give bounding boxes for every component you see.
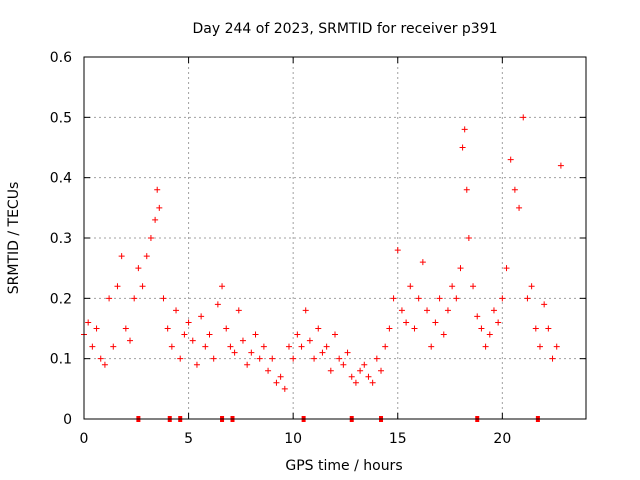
y-tick-label: 0 <box>63 412 72 428</box>
y-tick-label: 0.5 <box>50 110 72 126</box>
y-tick-label: 0.1 <box>50 352 72 368</box>
chart-background <box>0 0 640 480</box>
chart-title: Day 244 of 2023, SRMTID for receiver p39… <box>192 21 497 37</box>
srmtid-chart: Day 244 of 2023, SRMTID for receiver p39… <box>0 0 640 480</box>
y-tick-label: 0.3 <box>50 231 72 247</box>
y-tick-label: 0.2 <box>50 291 72 307</box>
x-tick-label: 5 <box>184 431 193 447</box>
y-tick-label: 0.6 <box>50 50 72 66</box>
x-tick-label: 15 <box>389 431 407 447</box>
x-tick-label: 20 <box>493 431 511 447</box>
x-tick-label: 0 <box>80 431 89 447</box>
x-tick-label: 10 <box>284 431 302 447</box>
x-axis-label: GPS time / hours <box>285 458 402 474</box>
y-axis-label: SRMTID / TECUs <box>6 182 22 295</box>
y-tick-label: 0.4 <box>50 171 72 187</box>
